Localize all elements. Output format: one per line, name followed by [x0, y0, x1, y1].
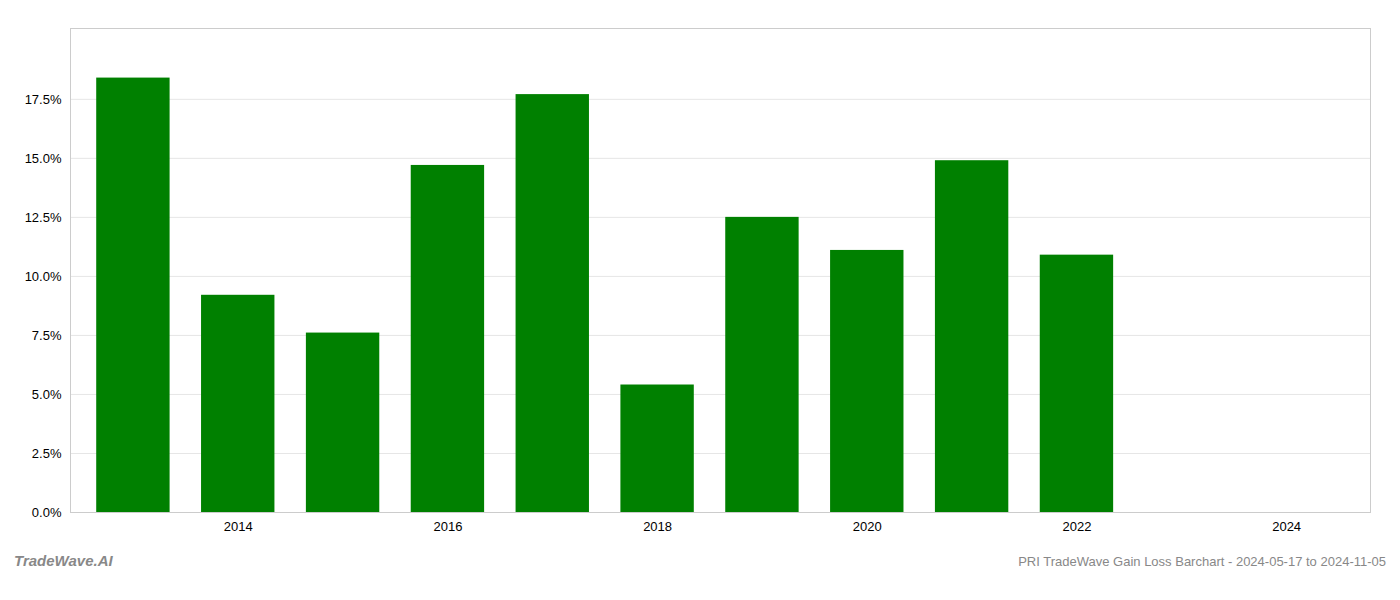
svg-text:2.5%: 2.5% — [32, 446, 62, 461]
svg-text:5.0%: 5.0% — [32, 387, 62, 402]
svg-text:2022: 2022 — [1062, 519, 1091, 534]
svg-text:2024: 2024 — [1272, 519, 1301, 534]
svg-text:2016: 2016 — [433, 519, 462, 534]
svg-text:2014: 2014 — [224, 519, 253, 534]
svg-text:12.5%: 12.5% — [25, 210, 62, 225]
svg-text:0.0%: 0.0% — [32, 505, 62, 520]
html-text:PRI TradeWave Gain Loss Barcha: PRI TradeWave Gain Loss Barchart - 2024-… — [1018, 554, 1386, 569]
svg-text:2018: 2018 — [643, 519, 672, 534]
svg-text:15.0%: 15.0% — [25, 151, 62, 166]
svg-text:17.5%: 17.5% — [25, 91, 62, 106]
svg-text:7.5%: 7.5% — [32, 328, 62, 343]
svg-text:2020: 2020 — [853, 519, 882, 534]
svg-text:10.0%: 10.0% — [25, 269, 62, 284]
html-text:TradeWave.AI: TradeWave.AI — [14, 552, 113, 569]
